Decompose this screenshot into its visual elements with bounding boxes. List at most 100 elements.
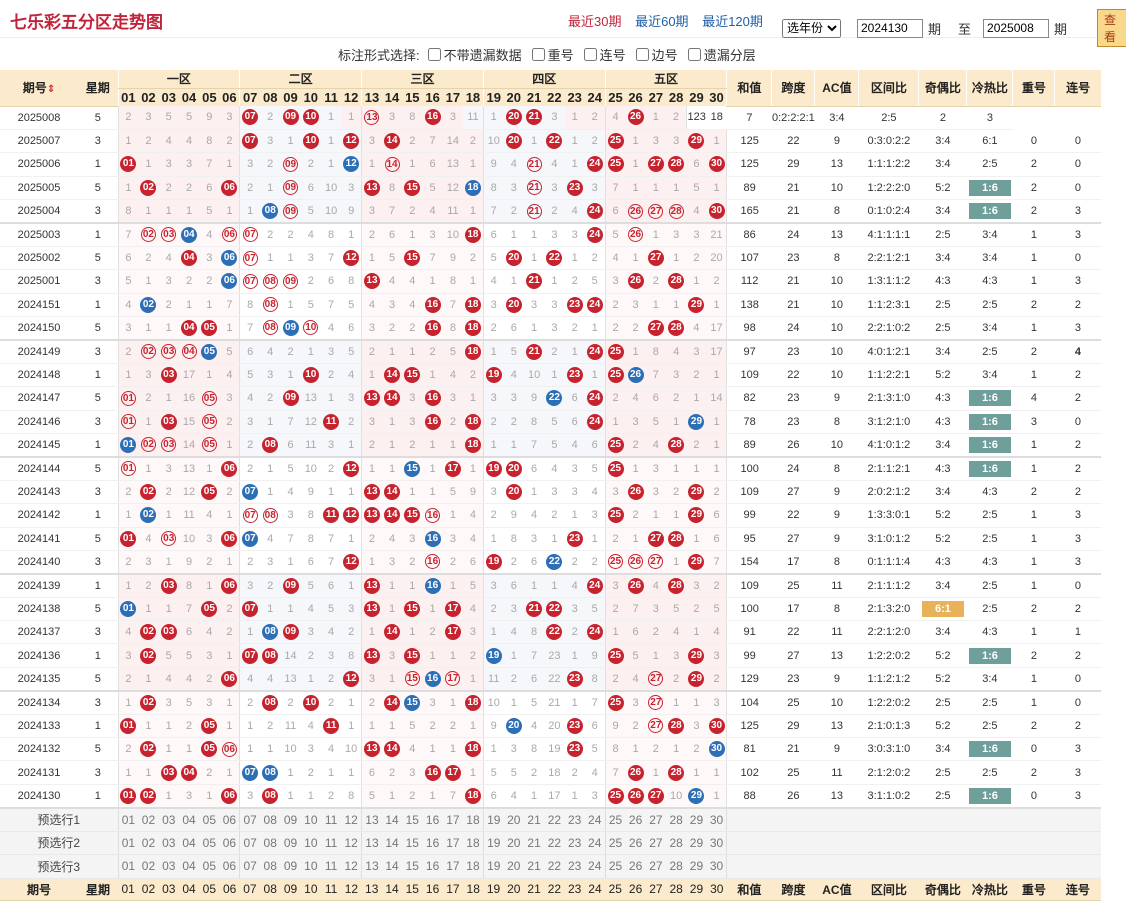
option-edge[interactable]: 边号 (635, 45, 678, 64)
predict-number-cell[interactable]: 27 (645, 854, 667, 879)
predict-number-cell[interactable]: 03 (158, 831, 179, 856)
predict-number-cell[interactable]: 08 (260, 854, 281, 879)
link-recent-60[interactable]: 最近60期 (635, 14, 689, 29)
predict-number-cell[interactable]: 26 (625, 806, 646, 832)
option-no-omit[interactable]: 不带遗漏数据 (427, 45, 522, 64)
predict-number-cell[interactable]: 12 (341, 831, 362, 856)
col-period-header[interactable]: 期号⇕ (0, 70, 78, 107)
link-recent-120[interactable]: 最近120期 (702, 14, 763, 29)
predict-number-cell[interactable]: 13 (361, 831, 382, 856)
to-period-input[interactable] (983, 18, 1050, 38)
link-recent-30[interactable]: 最近30期 (568, 14, 622, 29)
predict-number-cell[interactable]: 16 (422, 806, 443, 832)
predict-number-cell[interactable]: 22 (544, 854, 565, 879)
predict-number-cell[interactable]: 30 (706, 806, 727, 832)
predict-number-cell[interactable]: 05 (199, 806, 220, 832)
predict-number-cell[interactable]: 12 (341, 806, 362, 832)
option-repeat[interactable]: 重号 (531, 45, 574, 64)
predict-number-cell[interactable]: 16 (422, 831, 443, 856)
predict-number-cell[interactable]: 13 (361, 854, 382, 879)
checkbox-edge[interactable] (635, 47, 649, 61)
predict-number-cell[interactable]: 23 (564, 806, 585, 832)
predict-number-cell[interactable]: 07 (239, 806, 261, 832)
predict-number-cell[interactable]: 28 (666, 806, 687, 832)
predict-number-cell[interactable]: 14 (381, 831, 403, 856)
predict-number-cell[interactable]: 11 (320, 831, 342, 856)
predict-number-cell[interactable]: 22 (544, 831, 565, 856)
predict-number-cell[interactable]: 04 (178, 831, 200, 856)
predict-number-cell[interactable]: 28 (666, 831, 687, 856)
predict-number-cell[interactable]: 21 (523, 831, 545, 856)
checkbox-repeat[interactable] (531, 47, 545, 61)
predict-number-cell[interactable]: 02 (138, 806, 159, 832)
predict-number-cell[interactable]: 20 (503, 831, 524, 856)
predict-number-cell[interactable]: 18 (463, 806, 484, 832)
predict-number-cell[interactable]: 25 (604, 831, 626, 856)
predict-number-cell[interactable]: 21 (523, 806, 545, 832)
predict-number-cell[interactable]: 23 (564, 831, 585, 856)
predict-number-cell[interactable]: 19 (482, 831, 504, 856)
predict-number-cell[interactable]: 17 (442, 854, 464, 879)
predict-number-cell[interactable]: 10 (300, 831, 321, 856)
predict-number-cell[interactable]: 09 (280, 806, 301, 832)
predict-number-cell[interactable]: 19 (482, 806, 504, 832)
predict-number-cell[interactable]: 02 (138, 854, 159, 879)
predict-number-cell[interactable]: 07 (239, 831, 261, 856)
predict-number-cell[interactable]: 24 (584, 806, 606, 832)
checkbox-consecutive[interactable] (583, 47, 597, 61)
predict-number-cell[interactable]: 14 (381, 806, 403, 832)
predict-number-cell[interactable]: 20 (503, 854, 524, 879)
predict-number-cell[interactable]: 10 (300, 854, 321, 879)
option-consecutive[interactable]: 连号 (583, 45, 626, 64)
predict-number-cell[interactable]: 30 (706, 854, 727, 879)
predict-number-cell[interactable]: 10 (300, 806, 321, 832)
predict-number-cell[interactable]: 29 (686, 831, 707, 856)
predict-number-cell[interactable]: 09 (280, 854, 301, 879)
predict-number-cell[interactable]: 05 (199, 831, 220, 856)
predict-number-cell[interactable]: 05 (199, 854, 220, 879)
predict-number-cell[interactable]: 13 (361, 806, 382, 832)
predict-number-cell[interactable]: 18 (463, 854, 484, 879)
predict-number-cell[interactable]: 03 (158, 806, 179, 832)
predict-number-cell[interactable]: 25 (604, 806, 626, 832)
predict-number-cell[interactable]: 25 (604, 854, 626, 879)
option-omit-layer[interactable]: 遗漏分层 (687, 45, 756, 64)
from-period-input[interactable] (857, 18, 923, 38)
predict-number-cell[interactable]: 29 (686, 854, 707, 879)
predict-number-cell[interactable]: 08 (260, 806, 281, 832)
predict-number-cell[interactable]: 30 (706, 831, 727, 856)
predict-number-cell[interactable]: 27 (645, 831, 667, 856)
predict-number-cell[interactable]: 03 (158, 854, 179, 879)
predict-number-cell[interactable]: 01 (117, 831, 139, 856)
predict-number-cell[interactable]: 22 (544, 806, 565, 832)
predict-number-cell[interactable]: 04 (178, 806, 200, 832)
predict-number-cell[interactable]: 14 (381, 854, 403, 879)
predict-number-cell[interactable]: 18 (463, 831, 484, 856)
predict-number-cell[interactable]: 04 (178, 854, 200, 879)
predict-number-cell[interactable]: 15 (402, 806, 423, 832)
predict-number-cell[interactable]: 28 (666, 854, 687, 879)
predict-number-cell[interactable]: 08 (260, 831, 281, 856)
predict-number-cell[interactable]: 06 (219, 854, 240, 879)
predict-number-cell[interactable]: 06 (219, 831, 240, 856)
predict-number-cell[interactable]: 02 (138, 831, 159, 856)
predict-number-cell[interactable]: 12 (341, 854, 362, 879)
predict-number-cell[interactable]: 17 (442, 806, 464, 832)
predict-number-cell[interactable]: 16 (422, 854, 443, 879)
checkbox-omit-layer[interactable] (687, 47, 701, 61)
predict-number-cell[interactable]: 19 (482, 854, 504, 879)
checkbox-no-omit[interactable] (427, 47, 441, 61)
predict-number-cell[interactable]: 07 (239, 854, 261, 879)
predict-number-cell[interactable]: 15 (402, 831, 423, 856)
predict-number-cell[interactable]: 11 (320, 854, 342, 879)
predict-number-cell[interactable]: 26 (625, 831, 646, 856)
predict-number-cell[interactable]: 06 (219, 806, 240, 832)
year-select[interactable]: 选年份 (782, 18, 841, 38)
predict-number-cell[interactable]: 24 (584, 854, 606, 879)
predict-number-cell[interactable]: 01 (117, 854, 139, 879)
predict-number-cell[interactable]: 29 (686, 806, 707, 832)
predict-number-cell[interactable]: 20 (503, 806, 524, 832)
predict-number-cell[interactable]: 24 (584, 831, 606, 856)
predict-number-cell[interactable]: 09 (280, 831, 301, 856)
predict-number-cell[interactable]: 17 (442, 831, 464, 856)
